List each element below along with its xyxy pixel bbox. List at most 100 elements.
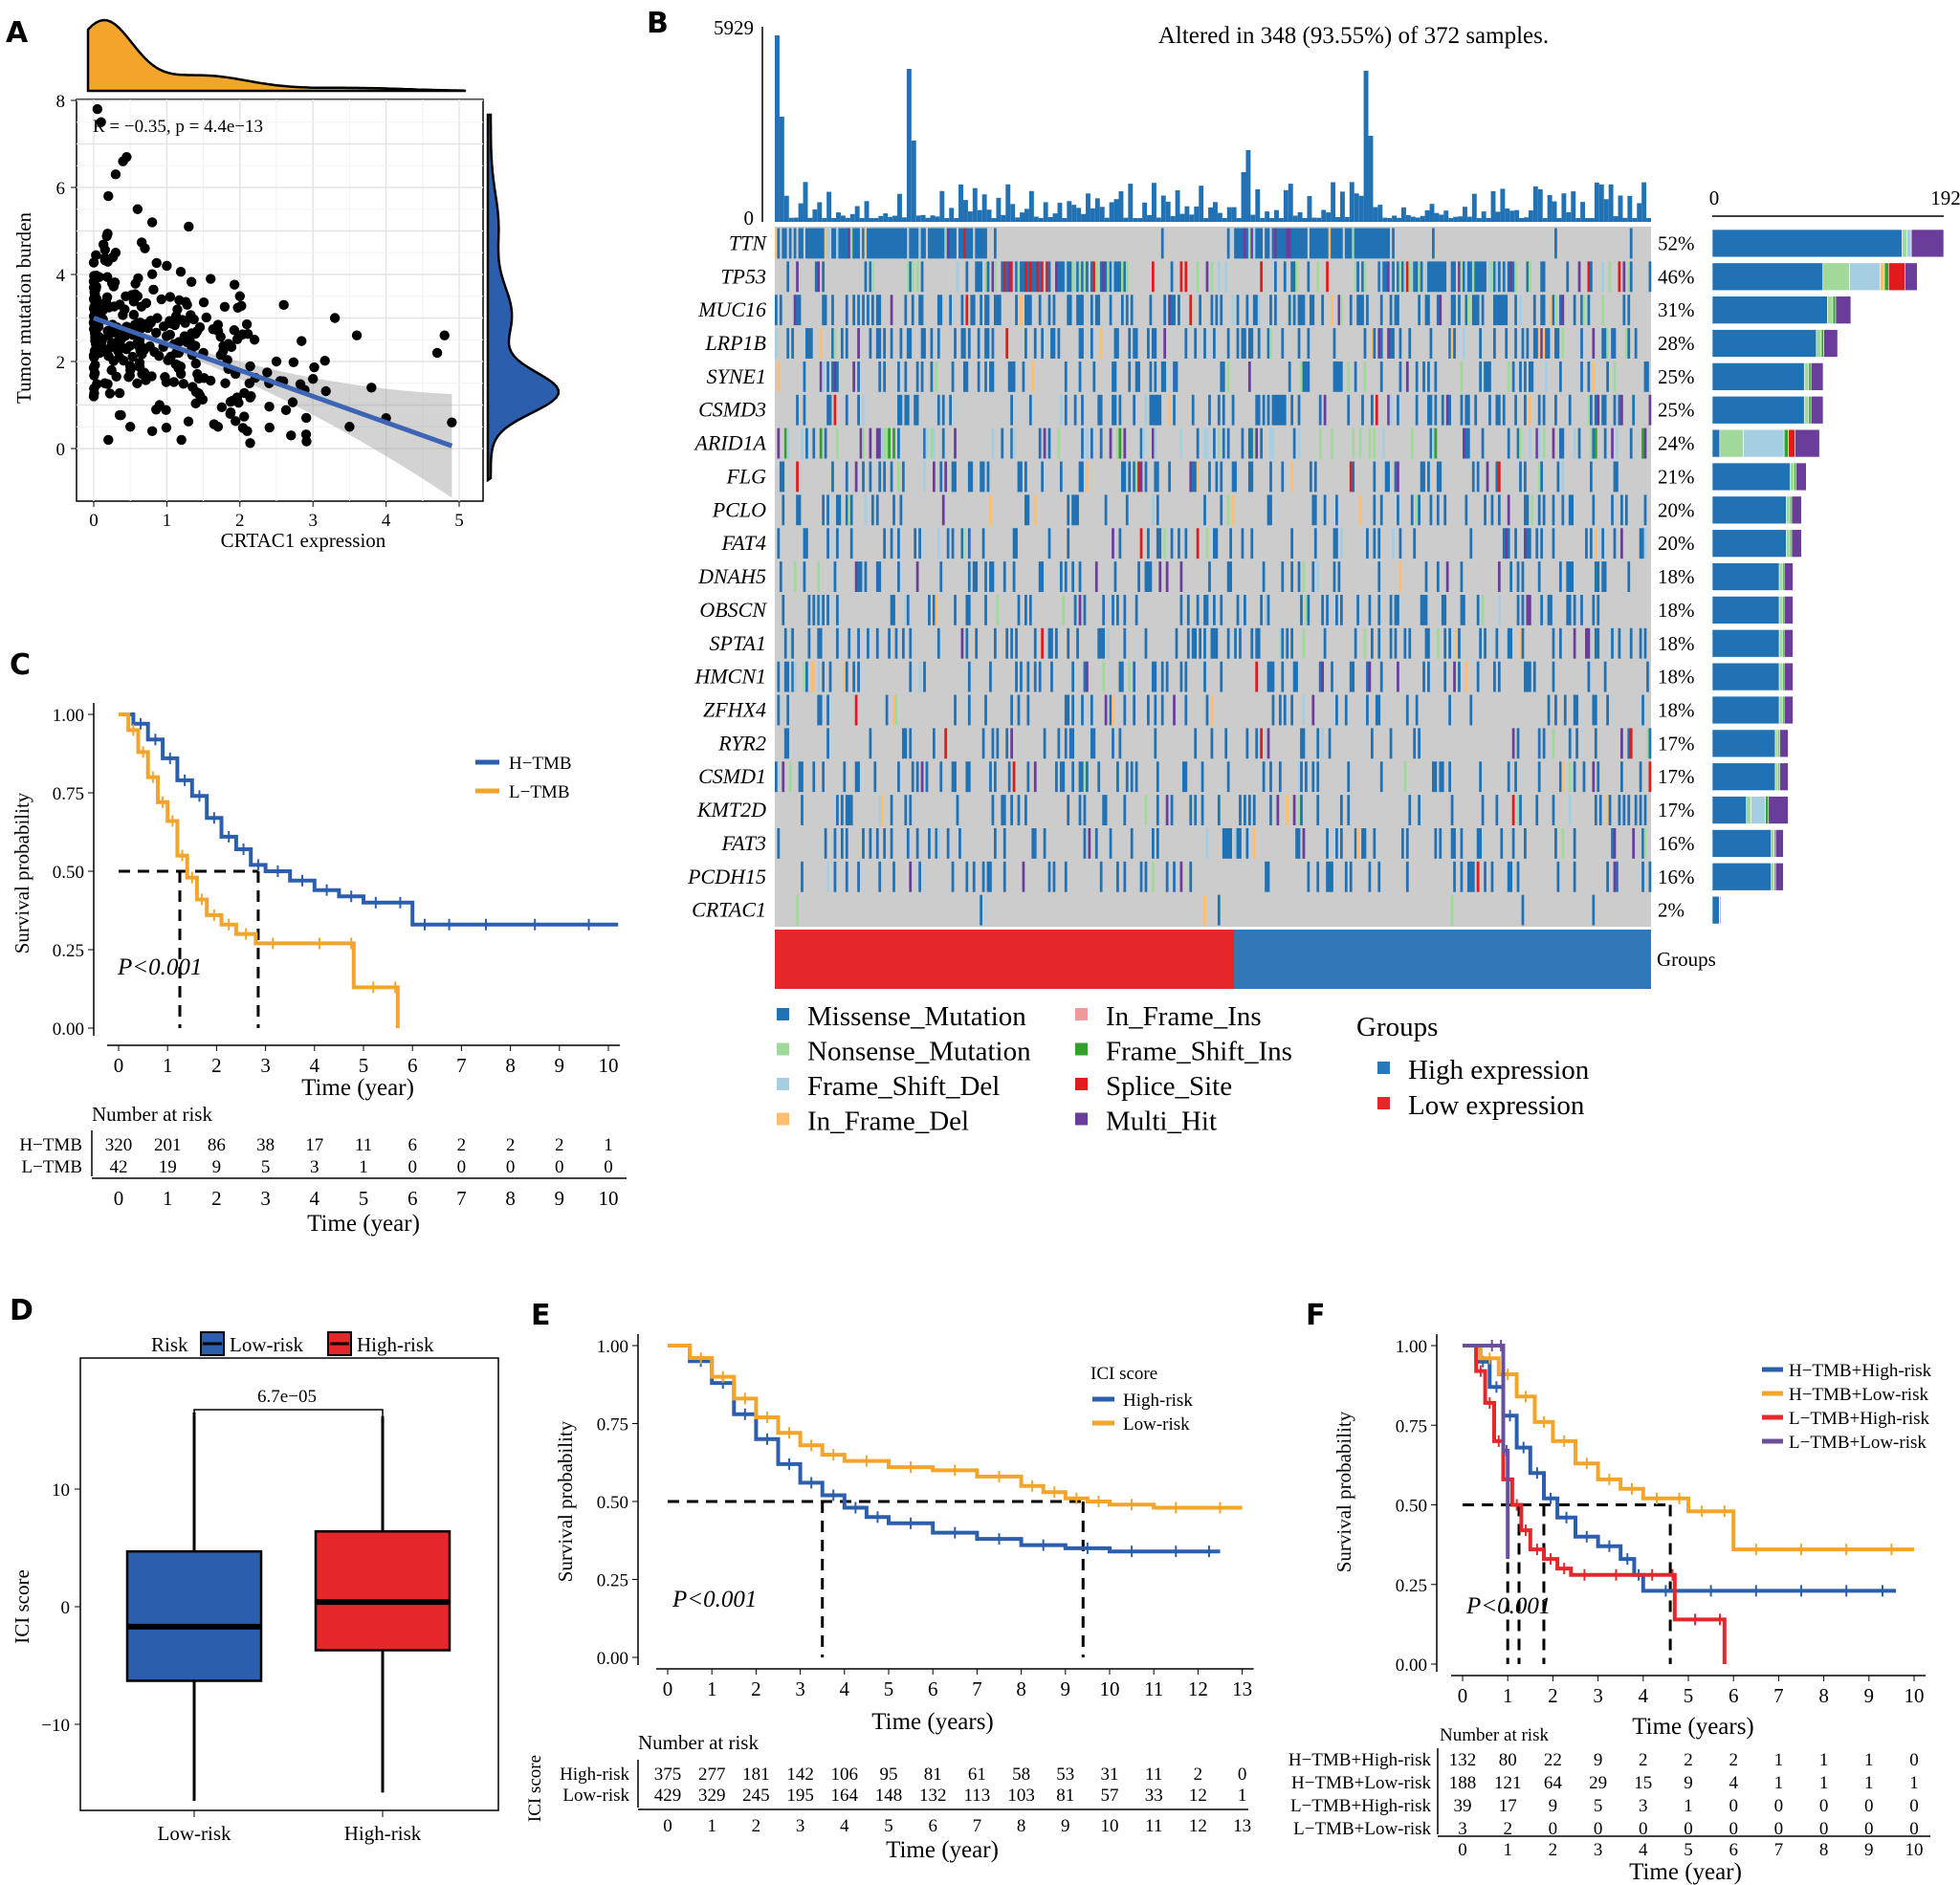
mutation-cell [867, 627, 870, 659]
mutation-cell [1349, 861, 1353, 892]
mutation-cell [1507, 528, 1510, 559]
risk-cell: 164 [831, 1786, 859, 1806]
mutation-cell [1210, 261, 1214, 293]
mutation-cell [1286, 627, 1289, 659]
y-tick-label: 0.25 [53, 941, 84, 961]
mutation-cell [1109, 261, 1112, 293]
mutation-cell [1094, 261, 1098, 293]
tmb-bar [822, 217, 827, 222]
mutation-cell [1545, 361, 1548, 392]
mutation-cell [1479, 328, 1483, 359]
mutation-cell [1123, 627, 1127, 659]
mutation-cell [1398, 261, 1402, 293]
risk-cell: 15 [1634, 1773, 1652, 1793]
tmb-bar [836, 212, 841, 222]
mutation-cell [1403, 761, 1407, 793]
x-tick-label: 4 [1639, 1684, 1649, 1707]
mutation-cell [801, 795, 804, 825]
risk-cell: 1 [1819, 1750, 1829, 1770]
gene-bar-segment [1832, 296, 1837, 324]
mutation-cell [793, 295, 797, 326]
mutation-cell [831, 295, 834, 326]
tmb-bar [1466, 216, 1472, 222]
mutation-cell [1120, 261, 1124, 293]
mutation-cell [1278, 694, 1282, 726]
tmb-bar [1175, 190, 1180, 222]
gene-label: PCDH15 [687, 865, 766, 888]
mutation-cell [1086, 261, 1089, 293]
mutation-cell [1500, 827, 1504, 859]
risk-cell: 58 [1012, 1764, 1030, 1785]
x-tick-label: 2 [235, 511, 245, 531]
mutation-cell [1062, 594, 1066, 625]
mutation-cell [888, 627, 891, 659]
groups-legend-title: Groups [1356, 1012, 1438, 1042]
mutation-cell [1566, 261, 1570, 293]
mutation-cell [962, 528, 966, 559]
mutation-cell [1545, 328, 1551, 359]
risk-cell: 2 [1194, 1764, 1203, 1785]
mutation-cell [1450, 894, 1454, 926]
tmb-bar [1373, 207, 1378, 222]
gene-bar-segment [1711, 495, 1787, 525]
tmb-bar [1603, 199, 1609, 222]
mutation-cell [1033, 661, 1037, 692]
mutation-cell [1217, 394, 1221, 426]
scatter-point [125, 362, 137, 374]
mutation-cell [836, 228, 839, 259]
mutation-cell [1427, 661, 1430, 692]
mutation-cell [1511, 827, 1515, 859]
gene-bar-segment [1816, 329, 1822, 358]
mutation-cell [1368, 594, 1372, 625]
mutation-cell [869, 261, 872, 293]
mutation-cell [1290, 461, 1294, 493]
mutation-cell [1587, 661, 1591, 692]
scatter-point [172, 360, 184, 371]
mutation-cell [890, 461, 893, 493]
mutation-cell [1205, 694, 1209, 726]
mutation-cell [967, 661, 971, 692]
risk-cell: 42 [110, 1157, 128, 1177]
mutation-cell [1134, 461, 1138, 493]
mutation-cell [1592, 594, 1596, 625]
mutation-cell [1648, 761, 1652, 793]
mutation-cell [1349, 295, 1353, 326]
scatter-point [130, 289, 141, 299]
risk-cell: 12 [1189, 1786, 1207, 1806]
scatter-point [320, 385, 331, 397]
mutation-cell [1026, 261, 1030, 293]
mutation-cell [1603, 427, 1607, 459]
mutation-cell [1326, 261, 1329, 293]
tmb-bar [1010, 204, 1016, 222]
mutation-cell [798, 761, 804, 793]
mutation-cell [822, 594, 826, 625]
mutation-cell [920, 361, 924, 392]
mutation-cell [1059, 461, 1063, 493]
mutation-cell [1189, 461, 1193, 493]
tmb-bar [1458, 216, 1464, 222]
mutation-cell [1585, 528, 1588, 559]
mutation-cell [1377, 594, 1381, 625]
mutation-cell [1203, 494, 1206, 526]
mutation-cell [1389, 295, 1393, 326]
mutation-cell [1109, 827, 1112, 859]
mutation-cell [1648, 394, 1652, 426]
mutation-cell [801, 861, 804, 892]
mutation-cell [1260, 427, 1264, 459]
mutation-cell [1347, 394, 1351, 426]
mutation-cell [1309, 295, 1315, 326]
mutation-cell [1540, 295, 1546, 326]
mutation-cell [1528, 394, 1531, 426]
mutation-cell [932, 728, 936, 759]
mutation-cell [1415, 694, 1419, 726]
mutation-cell [1389, 728, 1393, 759]
mutation-cell [1147, 528, 1150, 559]
km-c-risk-xlabel: Time (year) [307, 1211, 420, 1237]
risk-row-label: Low-risk [562, 1786, 629, 1806]
tmb-bar [1109, 202, 1114, 222]
mutation-cell [1078, 594, 1082, 625]
mutation-cell [1094, 827, 1098, 859]
tmb-bar [1363, 71, 1369, 222]
mutation-cell [904, 594, 908, 625]
